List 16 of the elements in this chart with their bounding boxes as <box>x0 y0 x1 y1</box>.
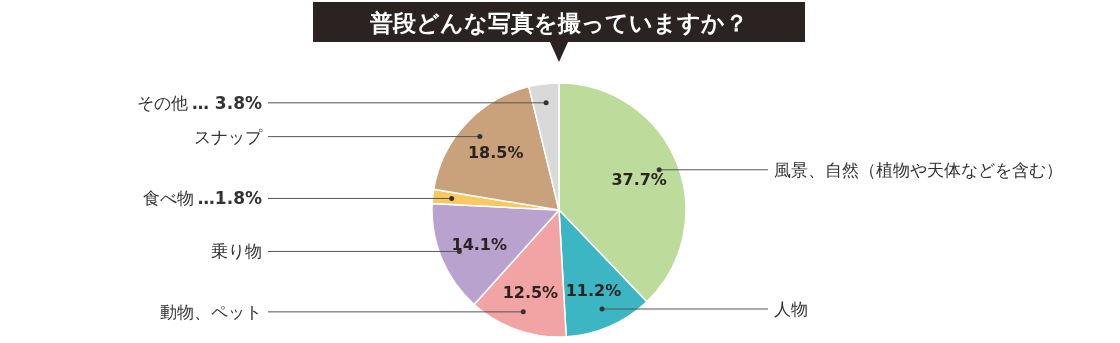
data-label: 12.5% <box>502 283 559 303</box>
slice-label: その他 <box>136 92 188 113</box>
data-label: 14.1% <box>451 235 508 255</box>
slice-label: 乗り物 <box>211 241 262 262</box>
data-label: 37.7% <box>611 169 667 189</box>
data-label: 18.5% <box>467 143 524 163</box>
title: 普段どんな写真を撮っていますか？ <box>313 2 805 62</box>
data-label: … 3.8% <box>191 92 262 113</box>
slice-label: 動物、ペット <box>160 301 262 322</box>
slice-label: 風景、自然（植物や天体などを含む） <box>774 159 1063 180</box>
slice-label: 人物 <box>774 299 808 319</box>
slice-label: スナップ <box>194 126 263 147</box>
slice-label: 食べ物 <box>142 188 194 209</box>
chart-title: 普段どんな写真を撮っていますか？ <box>369 10 748 36</box>
data-label: 11.2% <box>565 281 622 301</box>
data-label: …1.8% <box>197 188 262 209</box>
